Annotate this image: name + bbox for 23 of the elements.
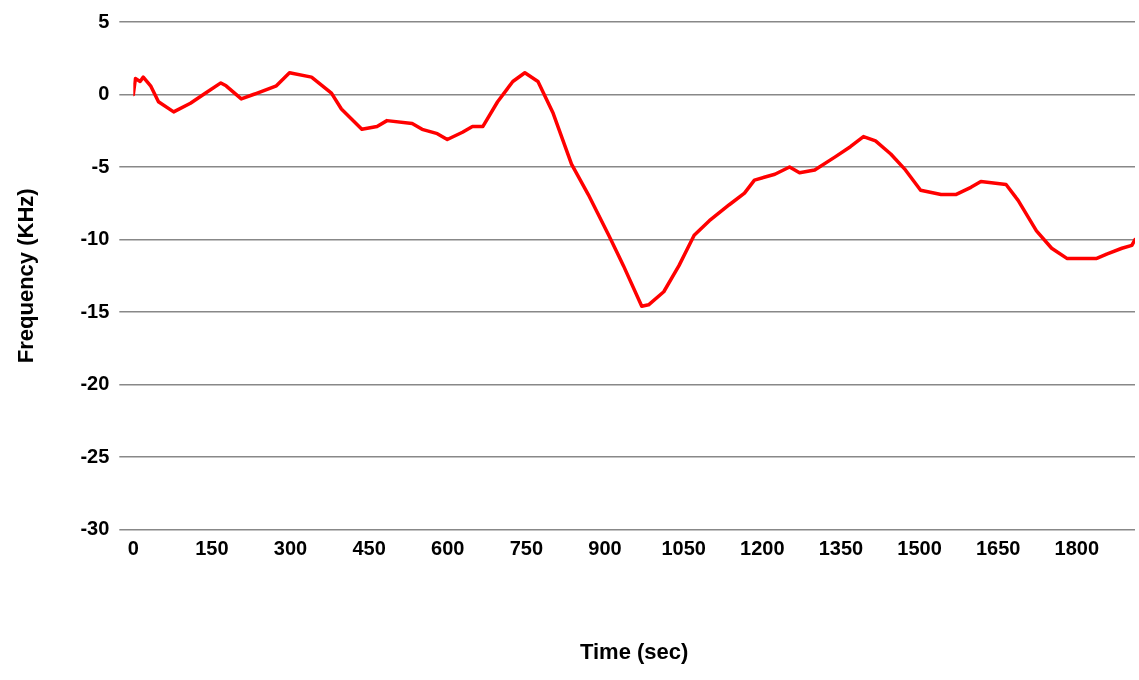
y-tick-label: 0 bbox=[98, 82, 110, 105]
x-tick-label: 300 bbox=[273, 537, 308, 560]
x-tick-label: 1350 bbox=[818, 537, 864, 560]
y-tick-label: -5 bbox=[91, 154, 110, 177]
x-tick-label: 600 bbox=[431, 537, 465, 560]
y-tick-label: 5 bbox=[98, 9, 110, 32]
x-axis-title: Time (sec) bbox=[579, 638, 689, 664]
x-tick-label: 1650 bbox=[975, 537, 1021, 560]
y-axis-title: Frequency (KHz) bbox=[13, 188, 39, 364]
x-tick-label: 1500 bbox=[897, 537, 942, 560]
x-tick-label: 900 bbox=[588, 537, 622, 560]
x-tick-label: 1800 bbox=[1054, 537, 1100, 560]
x-tick-label: 150 bbox=[195, 537, 229, 560]
x-tick-label: 450 bbox=[352, 537, 386, 560]
y-tick-label: -15 bbox=[80, 299, 110, 322]
y-tick-label: -10 bbox=[80, 227, 110, 250]
x-tick-label: 750 bbox=[509, 537, 544, 560]
y-tick-label: -25 bbox=[80, 444, 110, 467]
x-tick-label: 0 bbox=[127, 537, 139, 560]
y-tick-label: -30 bbox=[80, 517, 110, 540]
x-tick-label: 1050 bbox=[661, 537, 706, 560]
y-tick-label: -20 bbox=[80, 372, 110, 395]
x-tick-label: 1200 bbox=[740, 537, 785, 560]
